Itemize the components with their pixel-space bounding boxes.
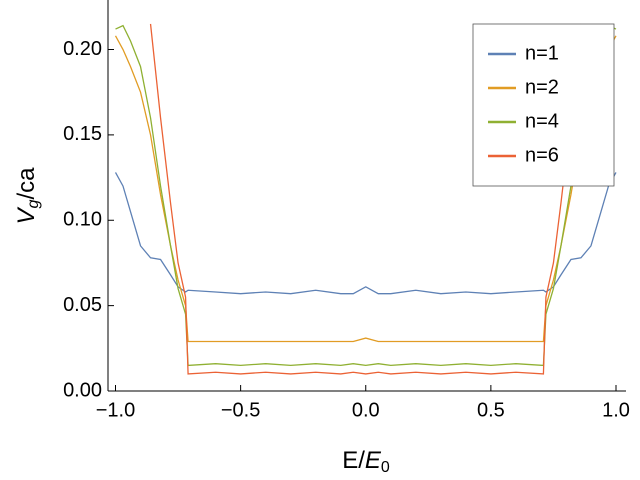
series-line <box>115 24 617 367</box>
legend-label: n=1 <box>525 42 559 64</box>
y-tick-label: 0.05 <box>63 294 102 316</box>
legend-label: n=6 <box>525 144 559 166</box>
y-axis-label: Vg/ca <box>13 167 42 225</box>
x-tick-label: 0.0 <box>352 399 380 421</box>
plot-area <box>114 23 617 375</box>
legend-box <box>472 23 615 187</box>
legend-label: n=4 <box>525 110 559 132</box>
y-tick-label: 0.20 <box>63 38 102 60</box>
y-tick-label: 0.00 <box>63 379 102 401</box>
x-axis-label: E/E0 <box>342 447 390 476</box>
series-line <box>114 172 617 295</box>
x-tick-label: 0.5 <box>477 399 505 421</box>
series-line <box>149 23 582 375</box>
x-tick-label: −0.5 <box>221 399 260 421</box>
y-tick-label: 0.15 <box>63 123 102 145</box>
x-tick-label: −1.0 <box>96 399 135 421</box>
legend-label: n=2 <box>525 76 559 98</box>
x-tick-label: 1.0 <box>602 399 630 421</box>
y-tick-label: 0.10 <box>63 209 102 231</box>
